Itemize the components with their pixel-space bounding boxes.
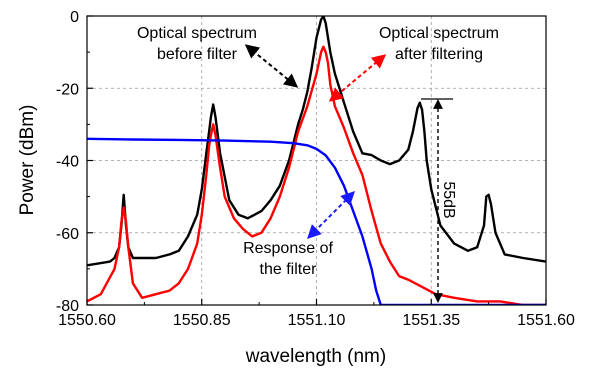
x-tick-label: 1551.35 <box>402 312 460 329</box>
y-tick-label: -60 <box>56 226 79 243</box>
annotation-filter-line1: Response of <box>243 240 333 257</box>
y-tick-label: -80 <box>56 298 79 315</box>
annotation-after-line1: Optical spectrum <box>379 25 499 42</box>
annotation-after-line2: after filtering <box>395 46 483 63</box>
x-tick-label: 1550.85 <box>173 312 231 329</box>
annotation-filter-response: Response of the filter <box>243 191 355 278</box>
x-axis-title: wavelength (nm) <box>245 346 386 367</box>
annotation-before-filter: Optical spectrum before filter <box>137 25 299 88</box>
annotation-before-line1: Optical spectrum <box>137 25 257 42</box>
arrow-filter-response <box>307 191 355 239</box>
y-tick-label: 0 <box>70 9 79 26</box>
series-line-after <box>87 45 546 305</box>
annotation-dynamic-range: 55dB <box>421 98 457 303</box>
annotation-after-filtering: Optical spectrum after filtering <box>328 25 499 102</box>
y-tick-label: -40 <box>56 154 79 171</box>
y-axis-title: Power (dBm) <box>17 105 38 216</box>
annotation-filter-line2: the filter <box>260 261 318 278</box>
series-line-filter <box>87 137 546 305</box>
dynamic-range-label: 55dB <box>440 181 457 218</box>
x-axis-ticks: 1550.60 1550.85 1551.10 1551.35 1551.60 <box>58 299 575 329</box>
y-axis-ticks: 0 -20 -40 -60 -80 <box>56 9 93 315</box>
x-tick-label: 1551.60 <box>517 312 575 329</box>
arrow-after-filtering <box>328 54 387 102</box>
y-tick-label: -20 <box>56 81 79 98</box>
x-tick-label: 1550.60 <box>58 312 116 329</box>
arrow-before-filter <box>244 44 299 88</box>
x-tick-label: 1551.10 <box>288 312 346 329</box>
annotation-before-line2: before filter <box>157 46 238 63</box>
